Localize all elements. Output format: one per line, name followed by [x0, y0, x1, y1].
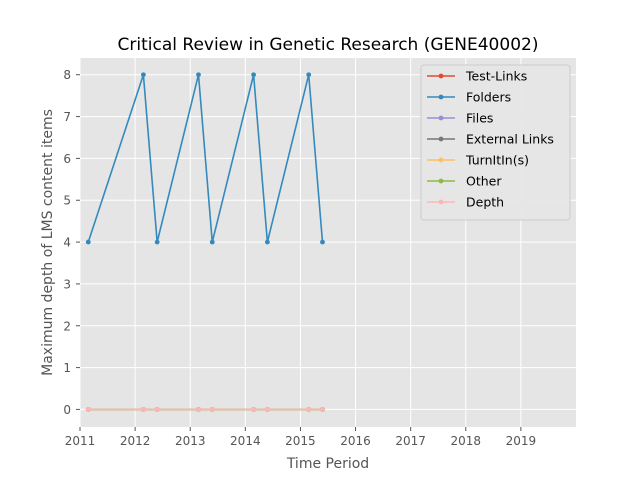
- y-tick-label: 6: [63, 152, 71, 166]
- data-point: [85, 239, 91, 245]
- legend-box: [420, 64, 571, 221]
- x-tick-label: 2019: [506, 434, 537, 448]
- y-axis-title: Maximum depth of LMS content items: [40, 109, 56, 376]
- legend-item: TurnItIn(s): [427, 153, 529, 168]
- data-point: [251, 407, 256, 412]
- legend-label: Test-Links: [465, 69, 527, 84]
- y-tick-label: 8: [63, 68, 71, 82]
- legend-label: Folders: [466, 90, 511, 105]
- x-tick-label: 2018: [451, 434, 482, 448]
- legend-label: Other: [466, 174, 502, 189]
- data-point: [320, 239, 325, 245]
- legend: Test-Links Folders Files External Links Turn…: [420, 64, 571, 221]
- legend-swatch-marker: [438, 199, 444, 205]
- legend-swatch-marker: [438, 115, 444, 121]
- data-point: [320, 407, 325, 412]
- data-point: [140, 407, 146, 412]
- y-tick-label: 4: [63, 236, 71, 250]
- x-axis-title: Time Period: [286, 456, 369, 472]
- y-tick-label: 7: [63, 110, 71, 124]
- legend-label: TurnItIn(s): [465, 153, 529, 168]
- tick-layer: 2011 2012 2013 2014 2015 2016 2017 2018 2019 0 1 2 3…: [63, 68, 536, 448]
- legend-swatch-marker: [438, 73, 444, 79]
- data-point: [306, 72, 312, 78]
- legend-item: Test-Links: [427, 69, 527, 84]
- x-tick-label: 2017: [395, 434, 426, 448]
- series-depth: [85, 407, 325, 412]
- legend-swatch-marker: [438, 157, 444, 163]
- y-tick-label: 2: [63, 319, 71, 333]
- data-point: [209, 239, 215, 245]
- y-tick-label: 3: [63, 277, 71, 291]
- data-point: [264, 239, 270, 245]
- legend-swatch-marker: [438, 136, 444, 142]
- legend-swatch-marker: [438, 94, 444, 100]
- chart-title: Critical Review in Genetic Research (GEN…: [118, 35, 539, 55]
- legend-label: Files: [466, 111, 493, 126]
- series-folders: [85, 72, 325, 245]
- legend-label: Depth: [466, 195, 504, 210]
- legend-item: Folders: [427, 90, 511, 105]
- data-point: [264, 407, 270, 412]
- y-tick-label: 5: [63, 194, 71, 208]
- legend-swatch-marker: [438, 178, 444, 184]
- x-tick-label: 2011: [65, 434, 96, 448]
- legend-item: Depth: [427, 195, 504, 210]
- x-tick-label: 2014: [230, 434, 261, 448]
- data-point: [140, 72, 146, 78]
- y-tick-label: 1: [63, 361, 71, 375]
- legend-item: External Links: [427, 132, 554, 147]
- data-point: [196, 72, 201, 78]
- legend-item: Other: [427, 174, 502, 189]
- y-tick-label: 0: [63, 403, 71, 417]
- data-point: [209, 407, 215, 412]
- data-point: [154, 239, 160, 245]
- legend-item: Files: [427, 111, 493, 126]
- data-point: [85, 407, 91, 412]
- data-point: [306, 407, 312, 412]
- x-tick-label: 2013: [175, 434, 206, 448]
- data-point: [196, 407, 201, 412]
- legend-label: External Links: [466, 132, 554, 147]
- data-point: [251, 72, 256, 78]
- x-tick-label: 2016: [340, 434, 371, 448]
- x-tick-label: 2015: [285, 434, 316, 448]
- data-point: [154, 407, 160, 412]
- x-tick-label: 2012: [120, 434, 151, 448]
- series-layer: [85, 72, 325, 412]
